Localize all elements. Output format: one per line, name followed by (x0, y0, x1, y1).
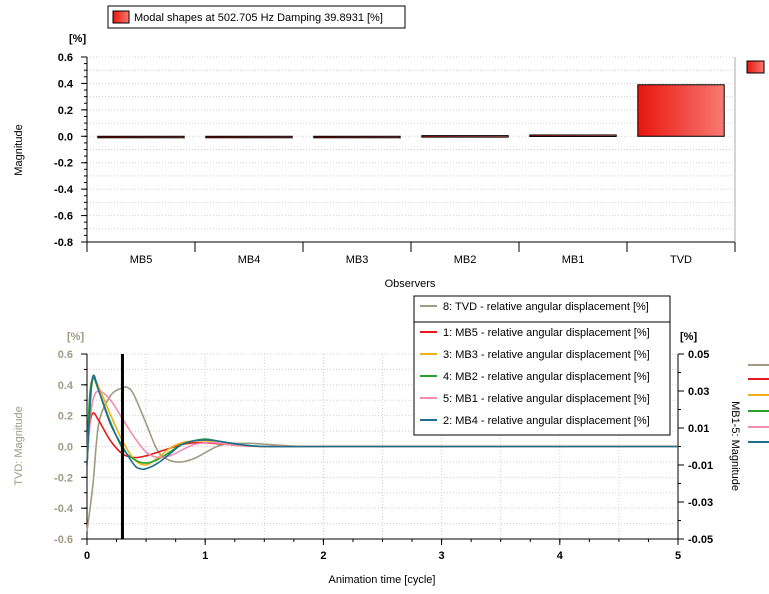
right-y-tick-label: -0.03 (688, 497, 713, 509)
bottom-line-chart: [%] [%] TVD: Magnitude MB1-5: Magnitude … (13, 295, 769, 586)
top-bars (97, 84, 725, 139)
y-tick-label: 0.4 (58, 78, 74, 90)
bottom-x-axis-title: Animation time [cycle] (329, 574, 436, 586)
bar-tvd[interactable] (637, 84, 725, 137)
legend-label-mb2: 4: MB2 - relative angular displacement [… (443, 371, 650, 383)
y-tick-label: -0.6 (54, 211, 73, 223)
top-legend-swatch (112, 10, 130, 24)
bar-mb3[interactable] (313, 135, 401, 139)
left-y-tick-label: 0.6 (58, 349, 73, 361)
top-legend[interactable]: Modal shapes at 502.705 Hz Damping 39.89… (107, 5, 406, 29)
bottom-legend-items: 8: TVD - relative angular displacement [… (420, 301, 650, 427)
x-tick-label-tvd: TVD (670, 254, 692, 266)
top-x-axis-title: Observers (385, 278, 436, 290)
x-tick-label-mb5: MB5 (130, 254, 153, 266)
left-y-tick-label: -0.2 (54, 472, 73, 484)
top-grid (87, 56, 735, 243)
top-x-ticks: MB5 MB4 MB3 MB2 MB1 TVD (86, 242, 736, 266)
right-legend-swatches-clipped (748, 364, 769, 443)
x-tick-label-mb2: MB2 (454, 254, 477, 266)
x-tick-label-mb1: MB1 (562, 254, 585, 266)
bar-mb4[interactable] (205, 135, 293, 139)
bar-mb5[interactable] (97, 135, 185, 139)
bottom-left-unit-label: [%] (67, 331, 84, 343)
bottom-legend-box-tvd (413, 295, 671, 323)
left-y-tick-label: 0.4 (58, 380, 74, 392)
left-y-tick-label: 0.0 (58, 442, 73, 454)
top-y-ticks: 0.6 0.4 0.2 0.0 -0.2 -0.4 -0.6 -0.8 (54, 52, 87, 249)
y-tick-label: -0.2 (54, 158, 73, 170)
left-y-tick-label: -0.6 (54, 534, 73, 546)
x-tick-label: 2 (320, 550, 326, 562)
top-bar-chart: Modal shapes at 502.705 Hz Damping 39.89… (13, 5, 765, 290)
x-tick-label-mb4: MB4 (238, 254, 261, 266)
y-tick-label: 0.6 (58, 52, 73, 64)
bottom-right-unit-label: [%] (680, 331, 697, 343)
series-line-mb4[interactable] (86, 374, 678, 471)
x-tick-label-mb3: MB3 (346, 254, 369, 266)
right-y-tick-label: -0.01 (688, 460, 713, 472)
top-legend-box (107, 5, 406, 29)
top-unit-label: [%] (69, 33, 86, 45)
x-tick-label: 0 (84, 550, 90, 562)
bar-mb2[interactable] (421, 135, 509, 138)
legend-label-mb3: 3: MB3 - relative angular displacement [… (443, 349, 650, 361)
top-y-axis-title: Magnitude (13, 124, 25, 175)
y-tick-label: -0.4 (54, 184, 74, 196)
bottom-right-y-axis-title: MB1-5: Magnitude (729, 401, 741, 491)
bottom-ticks: 0.6 0.4 0.2 0.0 -0.2 -0.4 -0.6 0.05 0.03 0.01 -0.0… (54, 349, 713, 562)
right-y-tick-label: -0.05 (688, 534, 713, 546)
right-y-tick-label: 0.01 (688, 423, 709, 435)
legend-label-mb1: 5: MB1 - relative angular displacement [… (443, 393, 650, 405)
bar-mb1[interactable] (529, 134, 617, 137)
x-tick-label: 5 (675, 550, 681, 562)
left-y-tick-label: -0.4 (54, 503, 74, 515)
y-tick-label: 0.2 (58, 105, 73, 117)
legend-label-mb5: 1: MB5 - relative angular displacement [… (443, 327, 650, 339)
x-tick-label: 1 (202, 550, 208, 562)
legend-label-tvd: 8: TVD - relative angular displacement [… (443, 301, 649, 313)
y-tick-label: -0.8 (54, 237, 73, 249)
bottom-left-y-axis-title: TVD: Magnitude (13, 406, 25, 485)
right-y-tick-label: 0.05 (688, 349, 709, 361)
left-y-tick-label: 0.2 (58, 411, 73, 423)
legend-label-mb4: 2: MB4 - relative angular displacement [… (443, 415, 650, 427)
bottom-series-lines (86, 374, 678, 532)
right-y-tick-label: 0.03 (688, 386, 709, 398)
bottom-legend-box-mb (413, 321, 671, 436)
bottom-legend[interactable]: 8: TVD - relative angular displacement [… (413, 295, 671, 436)
x-tick-label: 3 (439, 550, 445, 562)
x-tick-label: 4 (557, 550, 564, 562)
y-tick-label: 0.0 (58, 131, 73, 143)
top-legend-label: Modal shapes at 502.705 Hz Damping 39.89… (134, 12, 383, 24)
top-legend-swatch-clipped (746, 60, 765, 74)
